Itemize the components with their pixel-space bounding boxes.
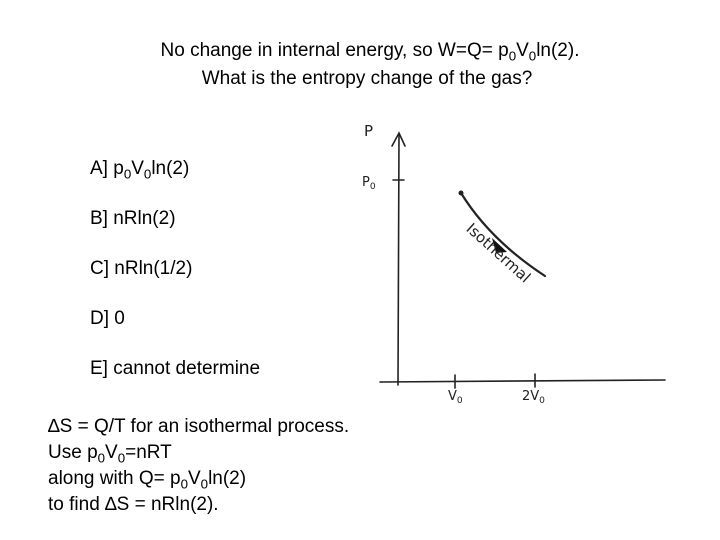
text-run: C] nRln(1/2) xyxy=(90,258,193,279)
option[interactable]: B] nRln(2) xyxy=(90,208,176,230)
text-run: Use p xyxy=(48,442,98,463)
explanation-line: along with Q= p0V0ln(2) xyxy=(48,468,246,496)
text-run: V xyxy=(105,442,118,463)
y-tick-label: P0 xyxy=(362,172,376,198)
text-run: V xyxy=(187,468,201,489)
subscript: 0 xyxy=(117,450,126,466)
text-run: V xyxy=(516,40,529,61)
text-run: V xyxy=(131,158,144,179)
title: No change in internal energy, so W=Q= p0… xyxy=(0,40,720,68)
text-run: to find ∆S = nRln(2). xyxy=(48,494,219,515)
isotherm-curve xyxy=(459,191,547,278)
y-axis-label: P xyxy=(364,122,374,140)
text-run: A] p xyxy=(90,158,124,179)
explanation-line: ∆S = Q/T for an isothermal process. xyxy=(48,416,349,438)
text-run: ln(2). xyxy=(536,40,580,61)
text-run: D] 0 xyxy=(90,308,125,329)
option[interactable]: A] p0V0ln(2) xyxy=(90,158,189,186)
subscript: 0 xyxy=(508,48,517,64)
text-run: =nRT xyxy=(125,442,172,463)
text-run: ln(2) xyxy=(151,158,190,179)
text-run: along with Q= p xyxy=(48,468,181,489)
text-run: ln(2) xyxy=(208,468,247,489)
x-axis xyxy=(379,379,666,383)
text-run: B] nRln(2) xyxy=(90,208,176,229)
text-run: V xyxy=(448,389,457,404)
option[interactable]: E] cannot determine xyxy=(90,358,260,380)
subscript: 0 xyxy=(97,450,106,466)
text-run: ∆S = Q/T for an isothermal process. xyxy=(48,416,350,437)
subscript: 0 xyxy=(528,48,537,64)
start-point xyxy=(458,190,464,196)
text-run: 2V xyxy=(522,389,540,404)
question: What is the entropy change of the gas? xyxy=(201,68,533,89)
y-axis-arrow xyxy=(391,131,406,147)
x-tick-label: V0 xyxy=(448,386,463,412)
explanation-line: to find ∆S = nRln(2). xyxy=(48,494,219,516)
text-run: E] cannot determine xyxy=(90,358,261,379)
subscript: 0 xyxy=(369,182,376,193)
option[interactable]: D] 0 xyxy=(90,308,125,330)
subscript: 0 xyxy=(123,166,132,182)
x-tick-label: 2V0 xyxy=(522,386,545,412)
text-run: P xyxy=(362,175,370,190)
direction-arrow xyxy=(492,238,507,253)
option[interactable]: C] nRln(1/2) xyxy=(90,258,192,280)
y-axis xyxy=(397,134,400,386)
explanation-line: Use p0V0=nRT xyxy=(48,442,172,470)
subscript: 0 xyxy=(539,396,545,407)
text-run: No change in internal energy, so W=Q= p xyxy=(160,40,509,61)
subscript: 0 xyxy=(200,476,209,492)
subscript: 0 xyxy=(180,476,188,492)
subscript: 0 xyxy=(143,166,152,182)
subscript: 0 xyxy=(456,396,463,407)
